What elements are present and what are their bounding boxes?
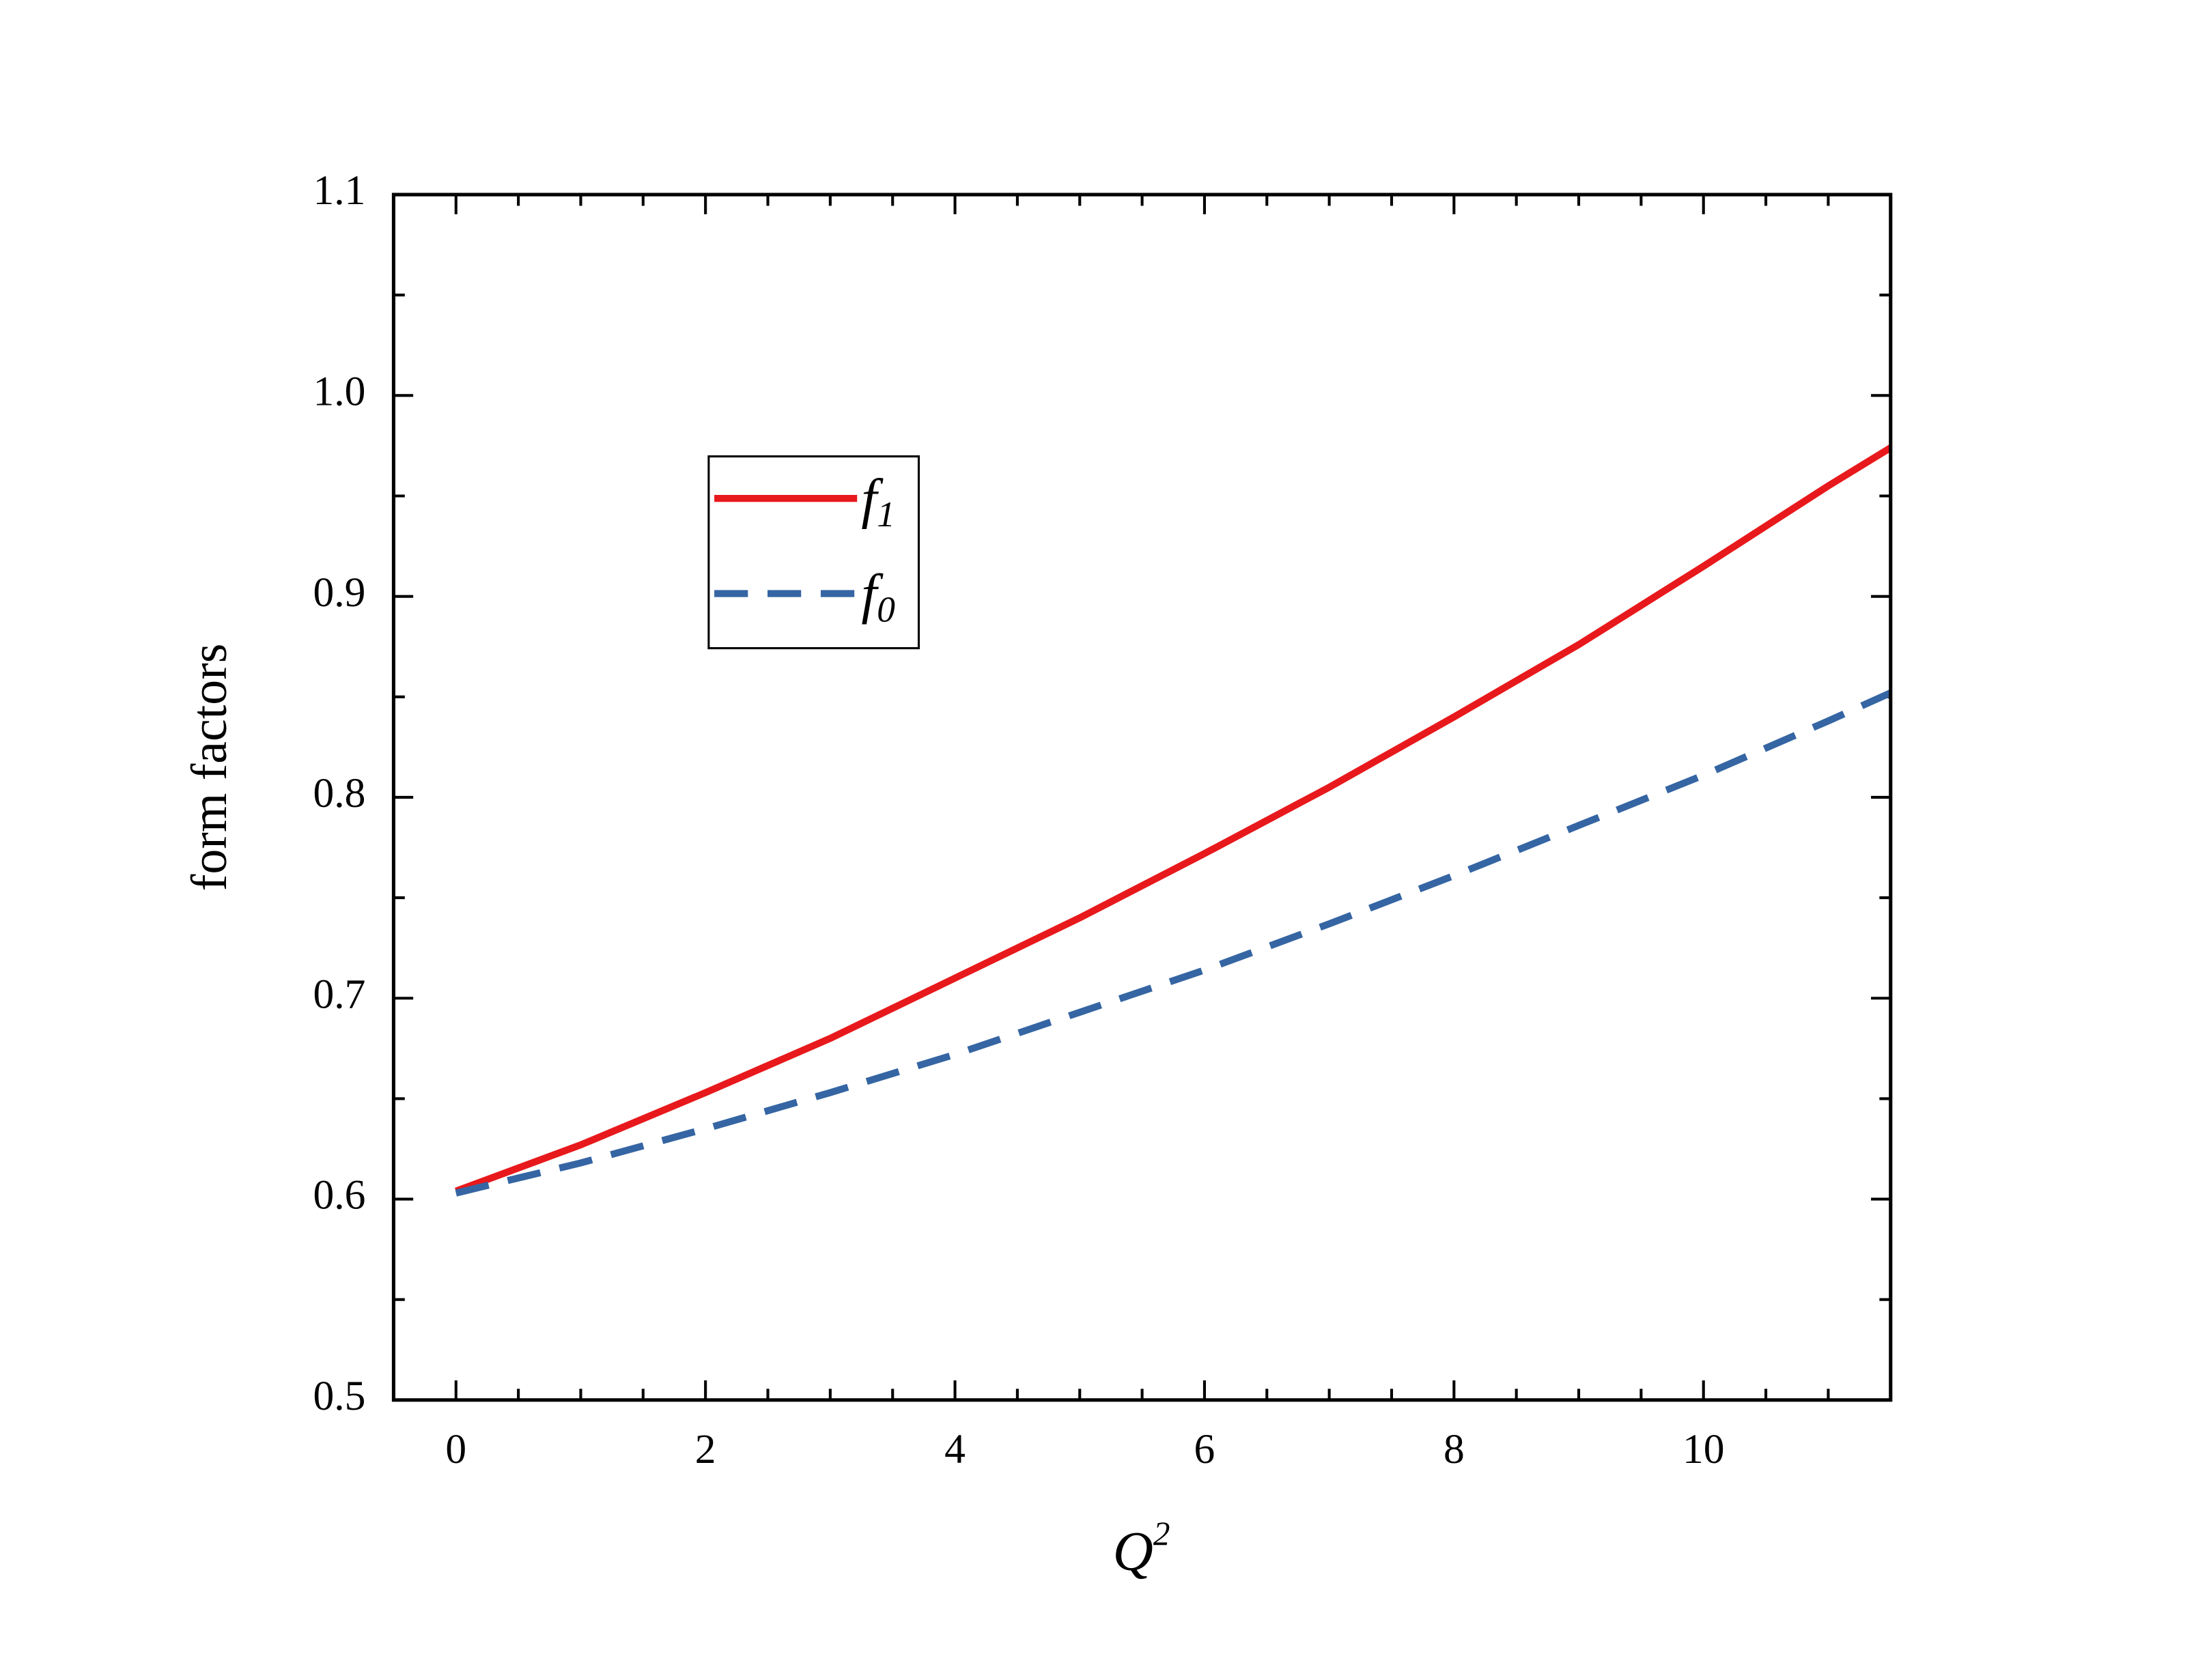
x-tick-label: 2 <box>695 1426 716 1472</box>
y-tick-label: 0.8 <box>313 770 366 816</box>
x-tick-label: 6 <box>1194 1426 1215 1472</box>
series-line <box>454 444 1893 1195</box>
x-axis-label: Q2 <box>1113 1515 1170 1582</box>
y-tick-label: 0.6 <box>313 1172 366 1219</box>
x-tick-label: 10 <box>1683 1426 1725 1472</box>
x-tick-label: 8 <box>1444 1426 1465 1472</box>
legend-box <box>707 455 920 650</box>
y-tick-label: 0.5 <box>313 1373 366 1419</box>
y-axis-label: form factors <box>181 643 237 891</box>
series-line <box>455 689 1892 1197</box>
y-tick-label: 0.7 <box>313 971 366 1017</box>
y-tick-label: 1.0 <box>313 368 366 414</box>
y-tick-label: 0.9 <box>313 569 366 616</box>
x-tick-label: 0 <box>445 1426 466 1472</box>
plot-frame <box>391 193 1893 1402</box>
y-tick-label: 1.1 <box>313 167 366 214</box>
x-tick-label: 4 <box>944 1426 966 1472</box>
legend-label: f1 <box>861 467 895 535</box>
